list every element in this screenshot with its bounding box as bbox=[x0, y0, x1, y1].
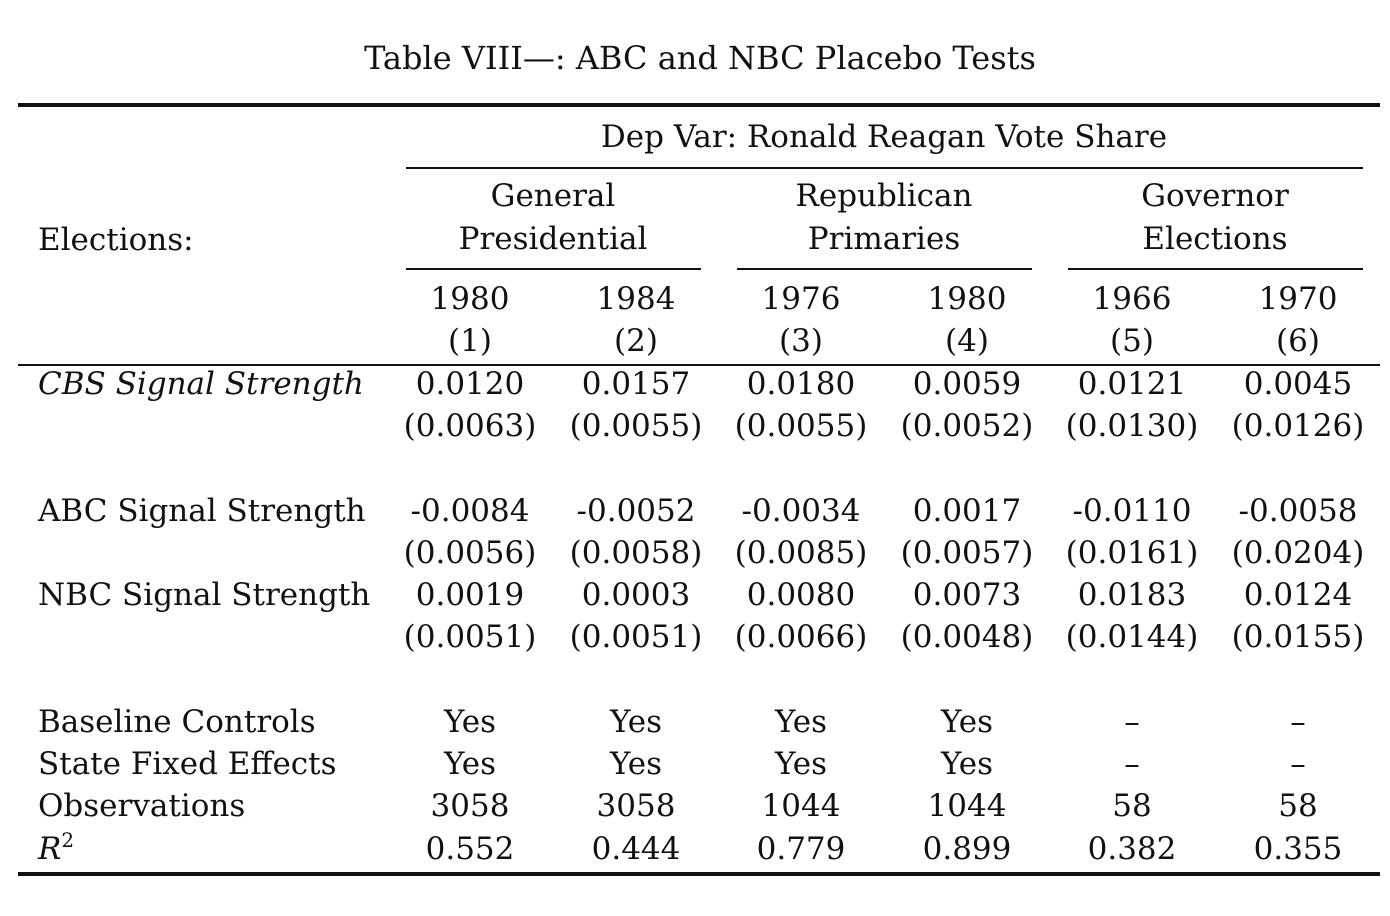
bottom-rule bbox=[18, 872, 1380, 876]
abc-coef-1: -0.0084 bbox=[410, 493, 530, 529]
obs-val-3: 1044 bbox=[761, 788, 841, 824]
r2-val-3: 0.779 bbox=[756, 831, 846, 867]
dep-var-header: Dep Var: Ronald Reagan Vote Share bbox=[600, 119, 1168, 155]
group-republican-line2: Primaries bbox=[807, 221, 961, 257]
nbc-coef-6: 0.0124 bbox=[1243, 577, 1353, 613]
col-year-2: 1984 bbox=[596, 281, 676, 317]
group-republican-line1: Republican bbox=[795, 178, 973, 214]
col-year-3: 1976 bbox=[761, 281, 841, 317]
group-republican-underline bbox=[737, 268, 1032, 270]
baseline-val-2: Yes bbox=[609, 704, 663, 740]
col-year-4: 1980 bbox=[927, 281, 1007, 317]
baseline-val-4: Yes bbox=[940, 704, 994, 740]
col-year-1: 1980 bbox=[430, 281, 510, 317]
state-fe-val-6: – bbox=[1290, 746, 1306, 782]
col-num-4: (4) bbox=[945, 323, 989, 359]
cbs-coef-5: 0.0121 bbox=[1077, 366, 1187, 402]
abc-coef-2: -0.0052 bbox=[576, 493, 696, 529]
stat-label-r-squared: R2 bbox=[38, 828, 75, 867]
obs-val-6: 58 bbox=[1278, 788, 1318, 824]
obs-val-4: 1044 bbox=[927, 788, 1007, 824]
state-fe-val-4: Yes bbox=[940, 746, 994, 782]
nbc-se-6: (0.0155) bbox=[1231, 619, 1365, 655]
cbs-coef-2: 0.0157 bbox=[581, 366, 691, 402]
col-year-5: 1966 bbox=[1092, 281, 1172, 317]
cbs-se-5: (0.0130) bbox=[1065, 408, 1199, 444]
table-title: Table VIII—: ABC and NBC Placebo Tests bbox=[364, 39, 1036, 77]
baseline-val-1: Yes bbox=[443, 704, 497, 740]
state-fe-val-1: Yes bbox=[443, 746, 497, 782]
abc-coef-6: -0.0058 bbox=[1238, 493, 1358, 529]
r2-val-6: 0.355 bbox=[1253, 831, 1343, 867]
stat-label-observations: Observations bbox=[38, 788, 246, 824]
nbc-se-1: (0.0051) bbox=[403, 619, 537, 655]
group-general-line2: Presidential bbox=[458, 221, 648, 257]
group-governor-underline bbox=[1068, 268, 1363, 270]
col-num-5: (5) bbox=[1110, 323, 1154, 359]
nbc-coef-5: 0.0183 bbox=[1077, 577, 1187, 613]
r2-val-1: 0.552 bbox=[425, 831, 515, 867]
abc-se-1: (0.0056) bbox=[403, 535, 537, 571]
cbs-se-3: (0.0055) bbox=[734, 408, 868, 444]
col-num-6: (6) bbox=[1276, 323, 1320, 359]
r-squared-exponent: 2 bbox=[61, 828, 75, 852]
nbc-se-2: (0.0051) bbox=[569, 619, 703, 655]
row-label-abc: ABC Signal Strength bbox=[38, 493, 366, 529]
state-fe-val-3: Yes bbox=[774, 746, 828, 782]
state-fe-val-5: – bbox=[1124, 746, 1140, 782]
nbc-se-5: (0.0144) bbox=[1065, 619, 1199, 655]
abc-coef-5: -0.0110 bbox=[1072, 493, 1192, 529]
cbs-coef-1: 0.0120 bbox=[415, 366, 525, 402]
r2-val-5: 0.382 bbox=[1087, 831, 1177, 867]
nbc-coef-4: 0.0073 bbox=[912, 577, 1022, 613]
r-symbol: R bbox=[38, 831, 62, 867]
r2-val-2: 0.444 bbox=[591, 831, 681, 867]
col-num-1: (1) bbox=[448, 323, 492, 359]
abc-coef-4: 0.0017 bbox=[912, 493, 1022, 529]
row-label-nbc: NBC Signal Strength bbox=[38, 577, 371, 613]
cbs-coef-3: 0.0180 bbox=[746, 366, 856, 402]
col-num-3: (3) bbox=[779, 323, 823, 359]
abc-se-4: (0.0057) bbox=[900, 535, 1034, 571]
cbs-se-2: (0.0055) bbox=[569, 408, 703, 444]
obs-val-5: 58 bbox=[1112, 788, 1152, 824]
nbc-coef-3: 0.0080 bbox=[746, 577, 856, 613]
cbs-se-4: (0.0052) bbox=[900, 408, 1034, 444]
group-general-underline bbox=[406, 268, 701, 270]
col-year-6: 1970 bbox=[1258, 281, 1338, 317]
stat-label-baseline-controls: Baseline Controls bbox=[38, 704, 316, 740]
top-rule bbox=[18, 103, 1380, 107]
abc-se-3: (0.0085) bbox=[734, 535, 868, 571]
header-rule bbox=[18, 364, 1380, 366]
cbs-se-6: (0.0126) bbox=[1231, 408, 1365, 444]
r2-val-4: 0.899 bbox=[922, 831, 1012, 867]
baseline-val-5: – bbox=[1124, 704, 1140, 740]
baseline-val-3: Yes bbox=[774, 704, 828, 740]
cbs-coef-4: 0.0059 bbox=[912, 366, 1022, 402]
group-general-line1: General bbox=[490, 178, 616, 214]
group-governor-line1: Governor bbox=[1141, 178, 1289, 214]
nbc-coef-2: 0.0003 bbox=[581, 577, 691, 613]
group-governor-line2: Elections bbox=[1142, 221, 1288, 257]
dep-var-underline bbox=[406, 167, 1363, 169]
nbc-coef-1: 0.0019 bbox=[415, 577, 525, 613]
cbs-se-1: (0.0063) bbox=[403, 408, 537, 444]
baseline-val-6: – bbox=[1290, 704, 1306, 740]
abc-coef-3: -0.0034 bbox=[741, 493, 861, 529]
nbc-se-3: (0.0066) bbox=[734, 619, 868, 655]
obs-val-2: 3058 bbox=[596, 788, 676, 824]
nbc-se-4: (0.0048) bbox=[900, 619, 1034, 655]
abc-se-6: (0.0204) bbox=[1231, 535, 1365, 571]
col-num-2: (2) bbox=[614, 323, 658, 359]
elections-label: Elections: bbox=[38, 222, 194, 258]
row-label-cbs: CBS Signal Strength bbox=[38, 366, 364, 402]
abc-se-5: (0.0161) bbox=[1065, 535, 1199, 571]
cbs-coef-6: 0.0045 bbox=[1243, 366, 1353, 402]
stat-label-state-fe: State Fixed Effects bbox=[38, 746, 337, 782]
abc-se-2: (0.0058) bbox=[569, 535, 703, 571]
state-fe-val-2: Yes bbox=[609, 746, 663, 782]
obs-val-1: 3058 bbox=[430, 788, 510, 824]
